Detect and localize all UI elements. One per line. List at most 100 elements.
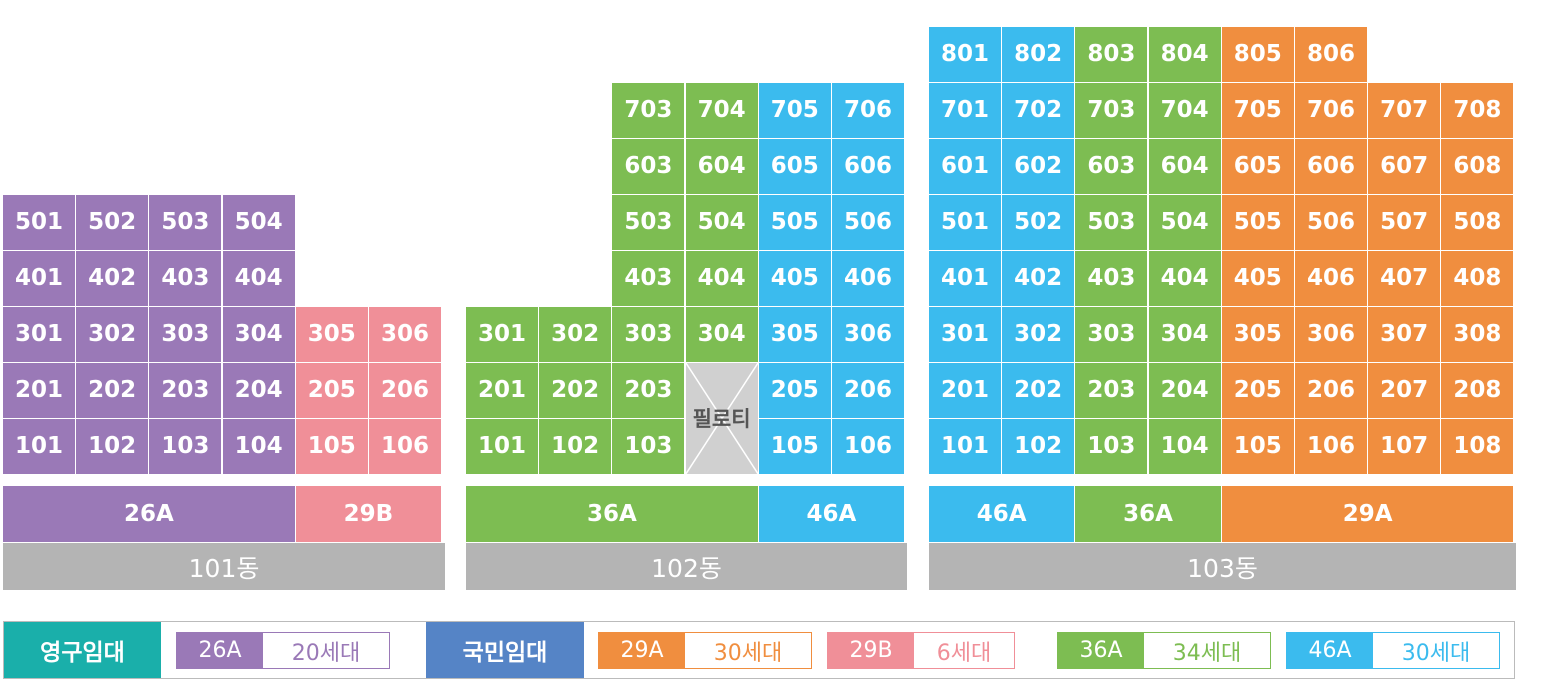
unit-cell: 205	[1221, 363, 1294, 418]
unit-cell: 206	[369, 363, 441, 418]
unit-cell: 304	[1148, 307, 1221, 362]
unit-cell: 108	[1441, 419, 1514, 474]
legend-item: 29A 30세대	[598, 632, 812, 669]
piloti-cross	[685, 363, 758, 474]
type-bar-segment: 29B	[295, 486, 441, 542]
piloti-area: 필로티	[685, 363, 758, 474]
unit-cell: 608	[1441, 139, 1514, 194]
unit-cell: 504	[1148, 195, 1221, 250]
unit-cell: 501	[3, 195, 75, 250]
unit-cell: 101	[3, 419, 75, 474]
unit-cell: 407	[1368, 251, 1441, 306]
legend-count: 34세대	[1144, 633, 1270, 668]
unit-cell: 301	[466, 307, 538, 362]
unit-cell: 204	[1148, 363, 1221, 418]
legend-count: 30세대	[1373, 633, 1499, 668]
legend-count: 20세대	[263, 633, 389, 668]
unit-cell: 506	[832, 195, 904, 250]
unit-cell: 501	[929, 195, 1001, 250]
building-name: 102동	[466, 543, 907, 590]
unit-cell: 204	[222, 363, 295, 418]
type-bar-segment: 26A	[3, 486, 296, 542]
building-name: 103동	[929, 543, 1516, 590]
type-bar-segment: 46A	[758, 486, 904, 542]
unit-cell: 303	[612, 307, 685, 362]
unit-cell: 102	[76, 419, 149, 474]
unit-cell: 504	[685, 195, 758, 250]
legend-type: 29B	[828, 633, 914, 668]
legend-type: 29A	[599, 633, 685, 668]
unit-cell: 201	[929, 363, 1001, 418]
unit-cell: 701	[929, 83, 1001, 138]
unit-cell: 801	[929, 27, 1001, 82]
unit-cell: 106	[832, 419, 904, 474]
unit-cell: 401	[929, 251, 1001, 306]
building-name: 101동	[3, 543, 445, 590]
unit-cell: 806	[1295, 27, 1367, 82]
type-bar-segment: 46A	[929, 486, 1076, 542]
unit-cell: 203	[612, 363, 685, 418]
unit-cell: 103	[1075, 419, 1148, 474]
unit-cell: 802	[1002, 27, 1075, 82]
unit-cell: 202	[1002, 363, 1075, 418]
legend-count: 30세대	[685, 633, 811, 668]
unit-cell: 101	[929, 419, 1001, 474]
unit-cell: 404	[222, 251, 295, 306]
unit-cell: 406	[1295, 251, 1367, 306]
unit-cell: 506	[1295, 195, 1367, 250]
unit-cell: 208	[1441, 363, 1514, 418]
unit-cell: 201	[3, 363, 75, 418]
unit-cell: 202	[539, 363, 612, 418]
unit-cell: 403	[149, 251, 222, 306]
unit-cell: 805	[1221, 27, 1294, 82]
legend-category: 영구임대	[4, 622, 161, 678]
unit-cell: 502	[76, 195, 149, 250]
unit-cell: 504	[222, 195, 295, 250]
unit-cell: 203	[1075, 363, 1148, 418]
unit-cell: 405	[1221, 251, 1294, 306]
piloti-label: 필로티	[692, 407, 751, 432]
legend-category: 국민임대	[426, 622, 584, 678]
unit-cell: 403	[612, 251, 685, 306]
unit-cell: 206	[832, 363, 904, 418]
unit-cell: 302	[76, 307, 149, 362]
unit-cell: 604	[685, 139, 758, 194]
unit-cell: 103	[149, 419, 222, 474]
unit-cell: 404	[685, 251, 758, 306]
unit-cell: 303	[149, 307, 222, 362]
unit-cell: 302	[539, 307, 612, 362]
unit-cell: 401	[3, 251, 75, 306]
unit-cell: 606	[832, 139, 904, 194]
unit-cell: 207	[1368, 363, 1441, 418]
legend-count: 6세대	[914, 633, 1014, 668]
legend: 영구임대 26A 20세대 국민임대 29A 30세대 29B 6세대 36A 34세대 46A 30…	[3, 621, 1515, 679]
unit-cell: 308	[1441, 307, 1514, 362]
unit-cell: 503	[149, 195, 222, 250]
unit-cell: 305	[295, 307, 368, 362]
unit-cell: 301	[929, 307, 1001, 362]
unit-cell: 105	[295, 419, 368, 474]
unit-cell: 704	[685, 83, 758, 138]
unit-cell: 307	[1368, 307, 1441, 362]
unit-cell: 606	[1295, 139, 1367, 194]
unit-cell: 803	[1075, 27, 1148, 82]
unit-cell: 105	[1221, 419, 1294, 474]
unit-cell: 706	[1295, 83, 1367, 138]
unit-cell: 607	[1368, 139, 1441, 194]
unit-cell: 603	[1075, 139, 1148, 194]
unit-cell: 505	[758, 195, 831, 250]
unit-cell: 302	[1002, 307, 1075, 362]
unit-cell: 708	[1441, 83, 1514, 138]
unit-cell: 702	[1002, 83, 1075, 138]
unit-cell: 408	[1441, 251, 1514, 306]
unit-cell: 704	[1148, 83, 1221, 138]
unit-cell: 301	[3, 307, 75, 362]
unit-cell: 205	[758, 363, 831, 418]
unit-cell: 106	[1295, 419, 1367, 474]
unit-cell: 107	[1368, 419, 1441, 474]
legend-type: 26A	[177, 633, 263, 668]
unit-cell: 403	[1075, 251, 1148, 306]
unit-cell: 106	[369, 419, 441, 474]
unit-cell: 705	[1221, 83, 1294, 138]
